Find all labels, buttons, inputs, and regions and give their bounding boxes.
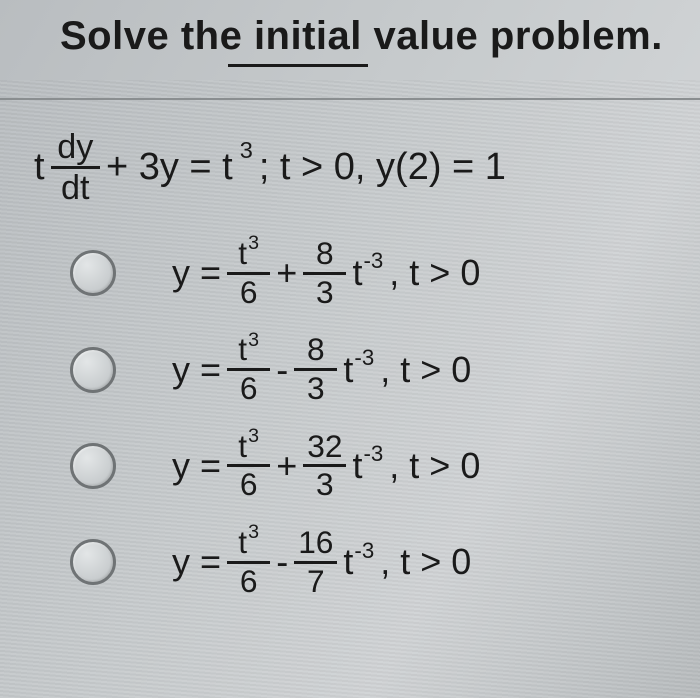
eq-dy-dt: dy dt: [51, 128, 100, 207]
eq-frac-num: dy: [55, 128, 95, 166]
y-equals: y =: [172, 349, 221, 391]
eq-frac-den: dt: [59, 169, 92, 207]
term1-num: t3: [236, 236, 261, 272]
eq-t: t: [34, 146, 45, 189]
term2-num: 8: [305, 332, 327, 368]
options-group: y = t3 6 + 8 3 t-3, t > 0 y = t3 6 -: [70, 236, 480, 622]
option-expression: y = t3 6 + 8 3 t-3, t > 0: [172, 236, 480, 310]
term2-frac: 8 3: [303, 236, 346, 310]
problem-equation: t dy dt + 3y = t 3 ; t > 0, y(2) = 1: [34, 128, 506, 207]
term2-frac: 16 7: [294, 525, 337, 599]
y-equals: y =: [172, 252, 221, 294]
term1-num: t3: [236, 429, 261, 465]
term1-frac: t3 6: [227, 525, 270, 599]
option-expression: y = t3 6 + 32 3 t-3, t > 0: [172, 429, 480, 503]
opt-cond: , t > 0: [389, 445, 480, 487]
eq-exp3: 3: [240, 137, 253, 164]
operator: +: [276, 445, 297, 487]
horizontal-divider: [0, 98, 700, 100]
term1-den: 6: [238, 467, 260, 503]
term1-num: t3: [236, 332, 261, 368]
radio-button[interactable]: [70, 539, 116, 585]
term1-frac: t3 6: [227, 429, 270, 503]
term2-frac: 8 3: [294, 332, 337, 406]
opt-cond: , t > 0: [380, 349, 471, 391]
title-underline: [228, 64, 368, 67]
term2-num: 16: [296, 525, 335, 561]
opt-cond: , t > 0: [389, 252, 480, 294]
t-power: t-3: [352, 252, 383, 294]
term1-frac: t3 6: [227, 236, 270, 310]
term2-den: 3: [314, 467, 336, 503]
radio-button[interactable]: [70, 443, 116, 489]
term1-den: 6: [238, 275, 260, 311]
option-row: y = t3 6 - 16 7 t-3, t > 0: [70, 525, 480, 599]
term2-den: 3: [314, 275, 336, 311]
term2-den: 7: [305, 564, 327, 600]
term1-frac: t3 6: [227, 332, 270, 406]
opt-cond: , t > 0: [380, 541, 471, 583]
option-expression: y = t3 6 - 8 3 t-3, t > 0: [172, 332, 471, 406]
option-row: y = t3 6 + 32 3 t-3, t > 0: [70, 429, 480, 503]
term1-num: t3: [236, 525, 261, 561]
term1-den: 6: [238, 371, 260, 407]
term2-frac: 32 3: [303, 429, 346, 503]
y-equals: y =: [172, 445, 221, 487]
radio-button[interactable]: [70, 250, 116, 296]
eq-plus3y-t: + 3y = t: [106, 146, 233, 189]
operator: +: [276, 252, 297, 294]
t-power: t-3: [343, 349, 374, 391]
question-title: Solve the initial value problem.: [60, 14, 690, 59]
term2-num: 8: [314, 236, 336, 272]
t-power: t-3: [343, 541, 374, 583]
option-row: y = t3 6 - 8 3 t-3, t > 0: [70, 332, 480, 406]
term2-num: 32: [305, 429, 344, 465]
term2-den: 3: [305, 371, 327, 407]
radio-button[interactable]: [70, 347, 116, 393]
option-row: y = t3 6 + 8 3 t-3, t > 0: [70, 236, 480, 310]
y-equals: y =: [172, 541, 221, 583]
t-power: t-3: [352, 445, 383, 487]
operator: -: [276, 541, 288, 583]
option-expression: y = t3 6 - 16 7 t-3, t > 0: [172, 525, 471, 599]
term1-den: 6: [238, 564, 260, 600]
operator: -: [276, 349, 288, 391]
eq-condition: ; t > 0, y(2) = 1: [259, 146, 506, 189]
